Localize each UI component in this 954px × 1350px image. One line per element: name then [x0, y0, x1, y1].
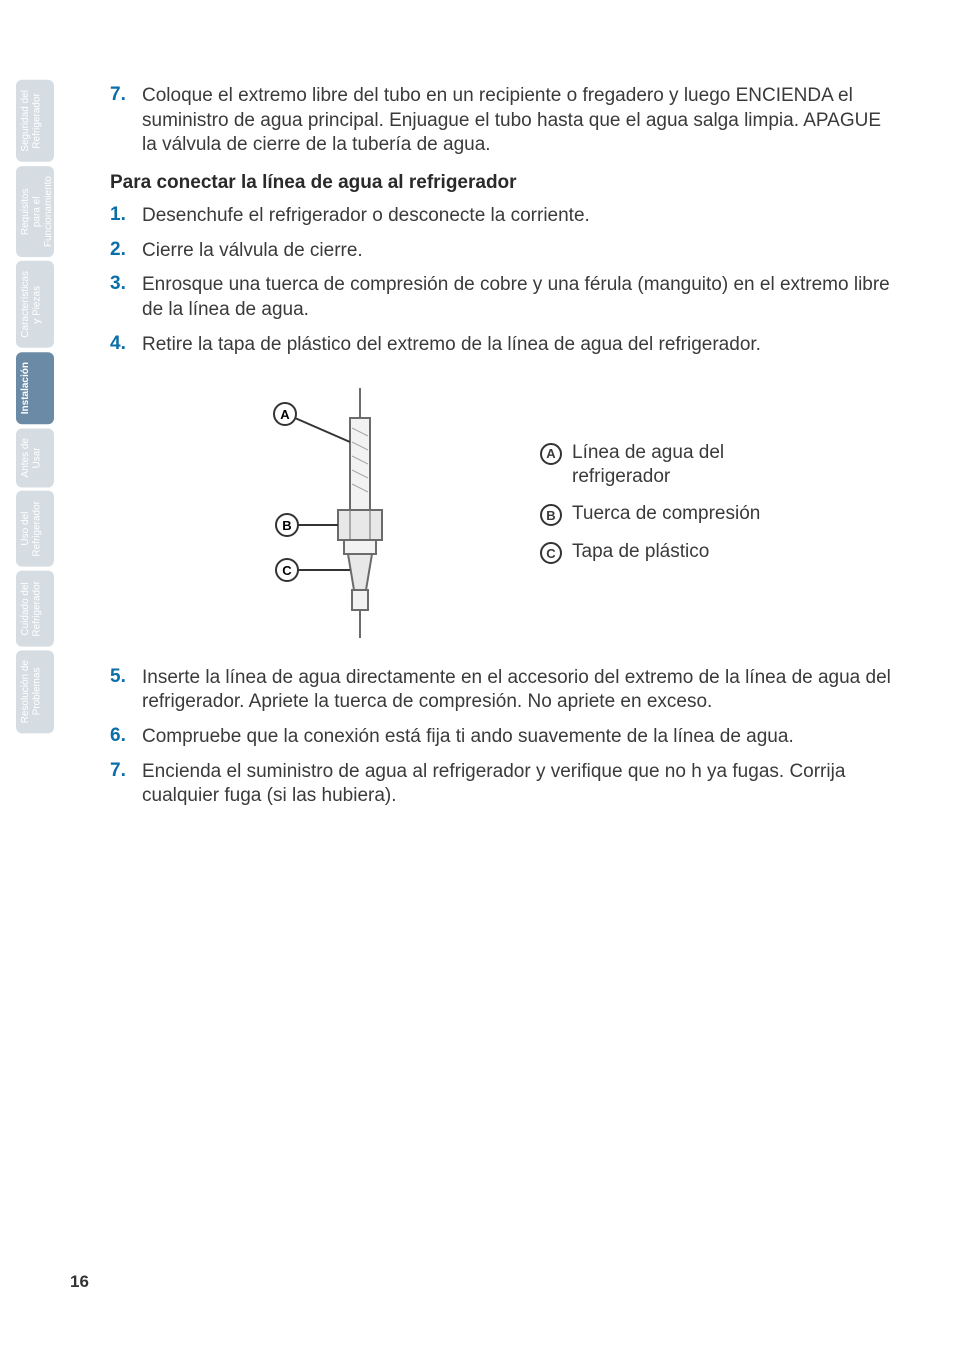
- water-line-diagram: A B C: [190, 380, 500, 640]
- diagram-label-a: A: [280, 407, 290, 422]
- manual-page: Seguridad del Refrigerador Requisitos pa…: [0, 0, 954, 1350]
- tab-resolucion[interactable]: Resolución de Problemas: [16, 650, 54, 733]
- step-number: 7.: [110, 760, 130, 809]
- diagram-legend: A Línea de agua del refrigerador B Tuerc…: [540, 441, 762, 579]
- section-subhead: Para conectar la línea de agua al refrig…: [110, 172, 900, 194]
- page-number: 16: [70, 1272, 89, 1292]
- legend-row-c: C Tapa de plástico: [540, 540, 762, 564]
- step-number: 4.: [110, 333, 130, 358]
- step-2: 2. Cierre la válvula de cierre.: [110, 239, 900, 264]
- step-text: Inserte la línea de agua directamente en…: [142, 666, 900, 715]
- step-number: 7.: [110, 84, 130, 158]
- step-5: 5. Inserte la línea de agua directamente…: [110, 666, 900, 715]
- step-text: Compruebe que la conexión está fija ti a…: [142, 725, 794, 750]
- step-number: 2.: [110, 239, 130, 264]
- tab-seguridad[interactable]: Seguridad del Refrigerador: [16, 80, 54, 162]
- legend-text-b: Tuerca de compresión: [572, 502, 760, 526]
- step-3: 3. Enrosque una tuerca de compresión de …: [110, 273, 900, 322]
- step-text: Coloque el extremo libre del tubo en un …: [142, 84, 900, 158]
- pre-step-7: 7. Coloque el extremo libre del tubo en …: [110, 84, 900, 158]
- step-1: 1. Desenchufe el refrigerador o desconec…: [110, 204, 900, 229]
- tab-requisitos[interactable]: Requisitos para el Funcionamiento: [16, 166, 54, 257]
- diagram-label-b: B: [282, 518, 291, 533]
- step-number: 6.: [110, 725, 130, 750]
- legend-row-a: A Línea de agua del refrigerador: [540, 441, 762, 489]
- tab-uso[interactable]: Uso del Refrigerador: [16, 491, 54, 567]
- legend-mark-a: A: [540, 443, 562, 465]
- step-number: 5.: [110, 666, 130, 715]
- step-number: 1.: [110, 204, 130, 229]
- legend-mark-b: B: [540, 504, 562, 526]
- legend-row-b: B Tuerca de compresión: [540, 502, 762, 526]
- tab-caracteristicas[interactable]: Características y Piezas: [16, 261, 54, 348]
- step-text: Desenchufe el refrigerador o desconecte …: [142, 204, 590, 229]
- legend-text-c: Tapa de plástico: [572, 540, 709, 564]
- step-7: 7. Encienda el suministro de agua al ref…: [110, 760, 900, 809]
- tab-instalacion[interactable]: Instalación: [16, 352, 54, 424]
- tab-antes[interactable]: Antes de Usar: [16, 428, 54, 487]
- legend-text-a: Línea de agua del refrigerador: [572, 441, 762, 489]
- step-text: Retire la tapa de plástico del extremo d…: [142, 333, 761, 358]
- legend-mark-c: C: [540, 542, 562, 564]
- step-4: 4. Retire la tapa de plástico del extrem…: [110, 333, 900, 358]
- step-text: Cierre la válvula de cierre.: [142, 239, 363, 264]
- side-tabs: Seguridad del Refrigerador Requisitos pa…: [16, 80, 54, 734]
- step-text: Enrosque una tuerca de compresión de cob…: [142, 273, 900, 322]
- step-6: 6. Compruebe que la conexión está fija t…: [110, 725, 900, 750]
- diagram-label-c: C: [282, 563, 292, 578]
- tab-cuidado[interactable]: Cuidado del Refrigerador: [16, 571, 54, 647]
- content-area: 7. Coloque el extremo libre del tubo en …: [110, 84, 900, 819]
- diagram-block: A B C A Línea de agua del refrigerador B…: [190, 380, 900, 640]
- step-number: 3.: [110, 273, 130, 322]
- step-text: Encienda el suministro de agua al refrig…: [142, 760, 900, 809]
